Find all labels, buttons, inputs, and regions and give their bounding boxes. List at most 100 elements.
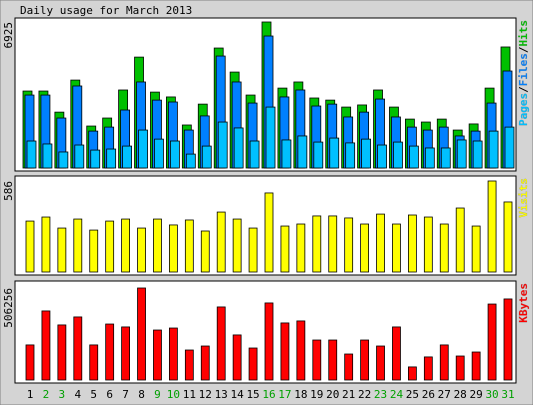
legend-separator: / (517, 46, 530, 53)
bar (361, 138, 372, 169)
bar (312, 215, 322, 273)
bar (344, 217, 354, 273)
x-tick-label: 10 (167, 388, 180, 401)
x-tick-label: 2 (43, 388, 50, 401)
bar (121, 326, 130, 381)
bar (185, 153, 196, 169)
bar (407, 214, 417, 273)
bar (297, 135, 308, 169)
bar (313, 141, 324, 169)
x-tick-label: 21 (342, 388, 355, 401)
bar (58, 151, 69, 169)
bar (487, 303, 497, 381)
x-tick-label: 8 (138, 388, 145, 401)
bar (89, 229, 99, 273)
x-tick-label: 20 (326, 388, 339, 401)
x-tick-label: 23 (374, 388, 387, 401)
bar (328, 339, 338, 381)
bar (503, 201, 513, 273)
bar (329, 137, 340, 169)
x-tick-label: 16 (262, 388, 275, 401)
bar (360, 223, 370, 273)
legend-entry: Pages (517, 93, 530, 126)
bar (423, 356, 433, 381)
bar (345, 142, 356, 169)
bar (503, 298, 513, 381)
bar (154, 138, 164, 169)
bar (424, 147, 435, 169)
bar (280, 225, 290, 273)
bar (248, 347, 258, 381)
bar (169, 140, 180, 169)
bar (216, 306, 226, 381)
bar (265, 106, 276, 169)
bar (184, 349, 194, 381)
bar (57, 227, 67, 273)
bar (137, 287, 146, 381)
bar (249, 140, 260, 169)
bar (153, 218, 162, 273)
x-tick-label: 7 (122, 388, 129, 401)
bar (168, 224, 178, 273)
x-tick-label: 29 (470, 388, 483, 401)
bar (217, 121, 228, 169)
legend-entry: KBytes (517, 283, 530, 323)
bar (407, 366, 417, 381)
bar (487, 180, 497, 273)
bar (455, 207, 465, 273)
x-tick-label: 31 (501, 388, 514, 401)
bar (105, 323, 115, 381)
x-tick-label: 25 (406, 388, 419, 401)
bar (264, 192, 274, 273)
bar (328, 215, 338, 273)
bar (138, 129, 148, 169)
bar (137, 227, 146, 273)
bar (296, 320, 306, 381)
bar (25, 220, 35, 273)
bar (89, 344, 99, 381)
x-tick-label: 24 (390, 388, 404, 401)
bar (423, 216, 433, 273)
bar (439, 344, 449, 381)
x-tick-label: 3 (59, 388, 66, 401)
bar (232, 218, 242, 273)
bar (41, 310, 51, 381)
bar (121, 218, 130, 273)
legend-entry: Hits (517, 20, 530, 47)
bar (264, 302, 274, 381)
legend: Visits (517, 178, 530, 218)
x-tick-label: 1 (27, 388, 34, 401)
bar (41, 216, 51, 273)
legend: Pages/Files/Hits (517, 20, 530, 126)
bar (471, 225, 481, 273)
bar (200, 230, 210, 273)
x-tick-label: 30 (485, 388, 498, 401)
bar (153, 329, 162, 381)
bar (392, 223, 401, 273)
x-tick-label: 15 (246, 388, 259, 401)
bar (280, 322, 290, 381)
bar (201, 145, 212, 169)
x-tick-label: 4 (74, 388, 81, 401)
bar (376, 345, 385, 381)
bar (122, 145, 132, 169)
bar (440, 147, 451, 169)
bar (360, 339, 370, 381)
bar (376, 213, 385, 273)
bar (392, 326, 401, 381)
bar (168, 327, 178, 381)
bar (73, 218, 83, 273)
bar (504, 126, 515, 169)
bar (90, 149, 101, 169)
y-tick-label: 6925 (2, 22, 15, 49)
x-tick-label: 22 (358, 388, 371, 401)
legend: KBytes (517, 283, 530, 323)
bar (57, 324, 67, 381)
bar (488, 130, 499, 169)
legend-entry: Files (517, 53, 530, 86)
bar (248, 227, 258, 273)
x-tick-label: 9 (154, 388, 161, 401)
legend-separator: / (517, 86, 530, 93)
bar (73, 316, 83, 381)
